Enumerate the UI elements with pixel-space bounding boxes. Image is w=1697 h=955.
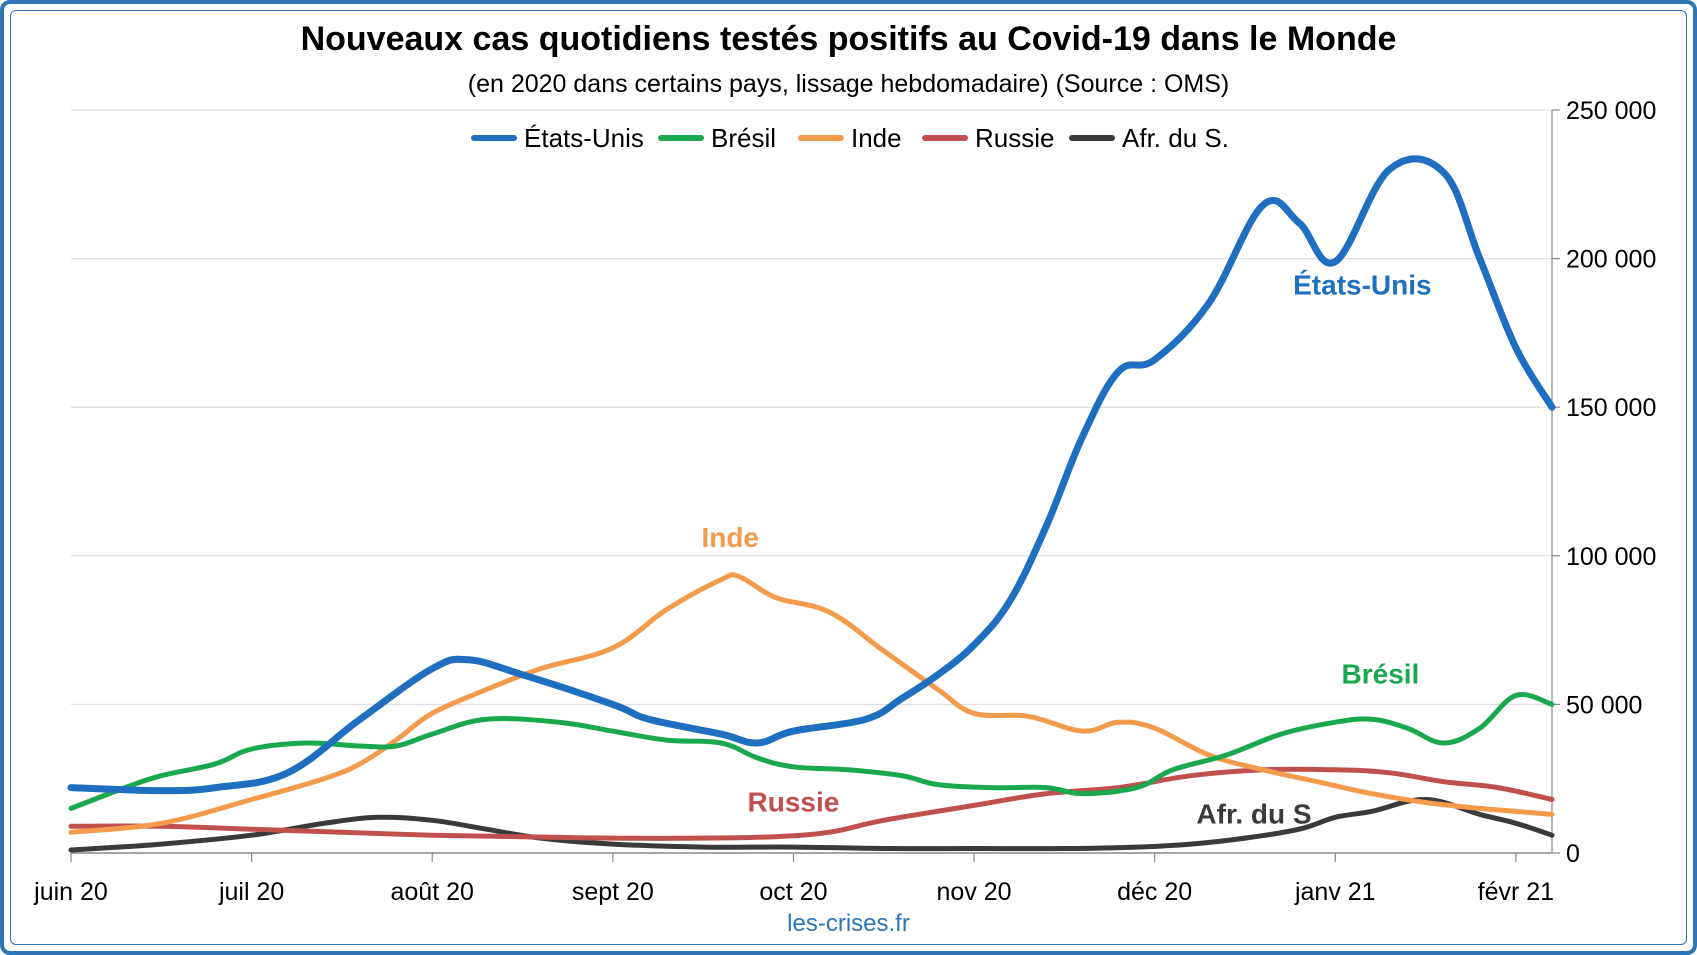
x-tick-label: août 20 bbox=[391, 878, 474, 906]
series-annotation: Inde bbox=[701, 522, 759, 553]
x-tick-label: nov 20 bbox=[937, 878, 1012, 906]
axes: 0 50 000 100 000 150 000 200 000 250 000 juin … bbox=[33, 97, 1656, 906]
x-tick-label: janv 21 bbox=[1294, 878, 1376, 906]
x-tick-label: sept 20 bbox=[572, 878, 654, 906]
y-tick-label: 250 000 bbox=[1566, 97, 1656, 125]
y-tick-label: 0 bbox=[1566, 840, 1580, 868]
chart-inner-border bbox=[10, 10, 1687, 945]
series-lines bbox=[67, 155, 1556, 853]
series-line-bresil bbox=[68, 692, 1555, 811]
x-tick-label: oct 20 bbox=[759, 878, 827, 906]
x-tick-label: févr 21 bbox=[1478, 878, 1554, 906]
y-tick-label: 50 000 bbox=[1566, 691, 1642, 719]
y-tick-label: 100 000 bbox=[1566, 543, 1656, 571]
legend-label: Afr. du S. bbox=[1122, 123, 1229, 153]
y-tick-label: 150 000 bbox=[1566, 394, 1656, 422]
x-tick-label: juil 20 bbox=[218, 878, 284, 906]
gridlines bbox=[71, 109, 1552, 854]
legend-label: Russie bbox=[975, 123, 1054, 153]
legend-label: Inde bbox=[851, 123, 902, 153]
series-line-inde bbox=[68, 572, 1555, 835]
chart-title: Nouveaux cas quotidiens testés positifs … bbox=[300, 20, 1397, 58]
series-annotation: Brésil bbox=[1342, 659, 1420, 690]
series-line-afr-du-s bbox=[68, 796, 1555, 853]
series-line-russie bbox=[68, 766, 1555, 841]
series-annotation: États-Unis bbox=[1293, 269, 1431, 300]
series-line-etats-unis bbox=[67, 155, 1556, 795]
legend-label: Brésil bbox=[711, 123, 776, 153]
annotations: États-Unis Inde Brésil Russie Afr. du S bbox=[701, 269, 1431, 829]
y-tick-label: 200 000 bbox=[1566, 246, 1656, 274]
x-tick-label: juin 20 bbox=[33, 878, 108, 906]
legend: États-Unis Brésil Inde Russie Afr. du S. bbox=[471, 123, 1229, 153]
series-annotation: Russie bbox=[748, 786, 840, 817]
source-credit: les-crises.fr bbox=[787, 910, 910, 937]
x-tick-label: déc 20 bbox=[1117, 878, 1192, 906]
series-annotation: Afr. du S bbox=[1196, 798, 1311, 829]
chart-subtitle: (en 2020 dans certains pays, lissage heb… bbox=[467, 70, 1230, 98]
legend-label: États-Unis bbox=[524, 123, 644, 153]
